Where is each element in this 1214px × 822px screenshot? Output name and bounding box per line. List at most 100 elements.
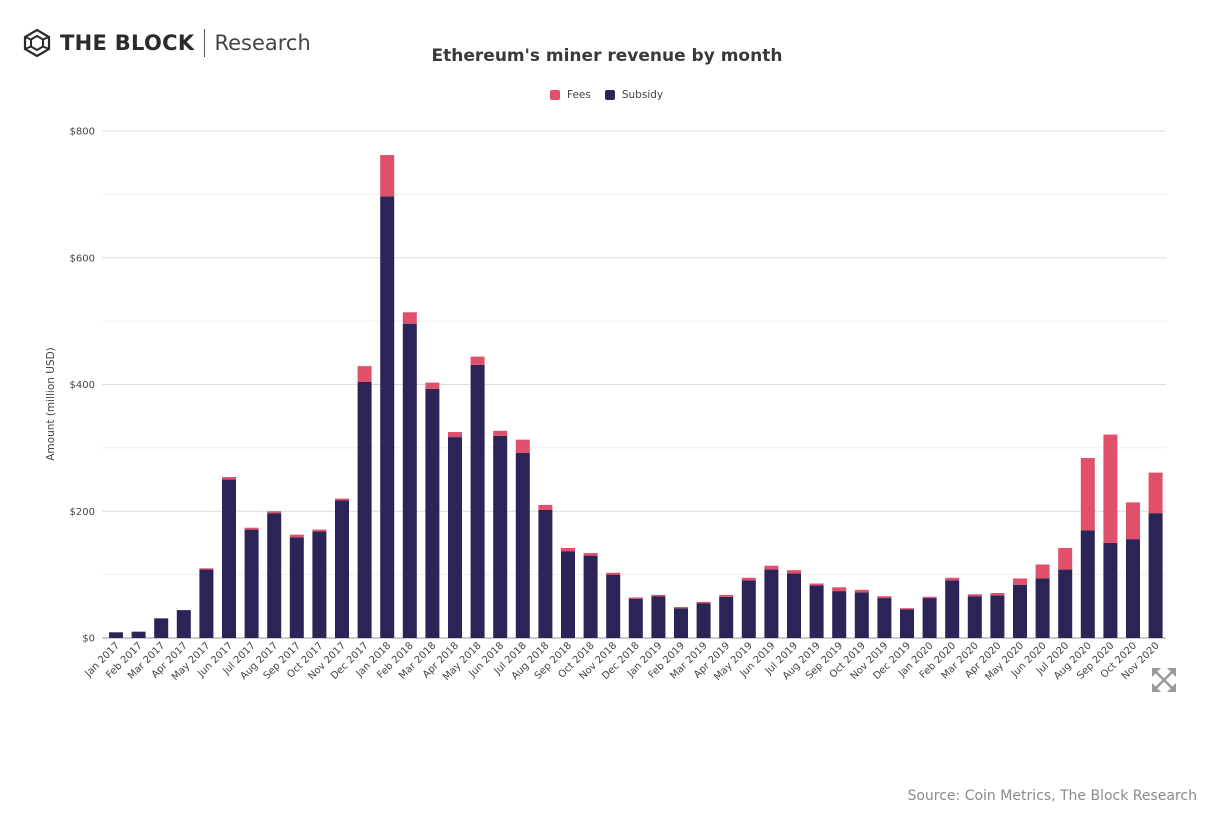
bar-fees <box>357 366 372 382</box>
bar-fees <box>1126 502 1140 540</box>
brand-logo: THE BLOCK Research <box>22 26 311 60</box>
bar-subsidy <box>1058 569 1073 638</box>
bar-fees <box>1080 458 1095 531</box>
bar-subsidy <box>832 591 847 638</box>
bar-fees <box>990 593 1005 596</box>
bar-fees <box>493 430 508 436</box>
legend-label-fees: Fees <box>567 89 591 101</box>
bar-subsidy <box>945 580 960 638</box>
bar-fees <box>809 583 824 586</box>
bar-subsidy <box>1080 530 1095 638</box>
bar-fees <box>1148 472 1163 514</box>
bar-fees <box>854 589 869 593</box>
bar-subsidy <box>1035 578 1050 638</box>
bar-subsidy <box>493 435 508 638</box>
bar-fees <box>470 356 485 365</box>
bar-subsidy <box>222 479 236 638</box>
bar-subsidy <box>448 437 462 638</box>
bar-subsidy <box>109 632 123 638</box>
legend-item-fees[interactable]: Fees <box>550 89 591 101</box>
bar-subsidy <box>312 531 327 638</box>
bar-subsidy <box>335 500 349 638</box>
bar-subsidy <box>674 608 688 638</box>
bar-fees <box>289 534 304 538</box>
bar-subsidy <box>131 631 146 638</box>
bar-subsidy <box>967 596 982 638</box>
bar-subsidy <box>854 592 869 638</box>
bar-fees <box>967 594 982 597</box>
bar-fees <box>561 548 575 552</box>
bar-fees <box>335 498 349 501</box>
bar-subsidy <box>561 551 575 638</box>
bar-subsidy <box>1126 539 1140 638</box>
bar-fees <box>312 529 327 532</box>
bar-subsidy <box>900 609 914 638</box>
bar-subsidy <box>764 569 779 638</box>
bar-fees <box>922 596 937 599</box>
bar-fees <box>945 577 960 581</box>
legend-swatch-fees <box>550 90 560 100</box>
bar-subsidy <box>176 610 191 638</box>
bar-subsidy <box>1103 542 1118 638</box>
bar-fees <box>900 608 914 610</box>
bar-subsidy <box>719 596 734 638</box>
logo-subtitle: Research <box>214 31 311 55</box>
bar-fees <box>402 312 417 324</box>
bar-fees <box>267 511 282 514</box>
bar-fees <box>674 606 688 609</box>
bar-fees <box>222 477 236 480</box>
bar-fees <box>1035 564 1050 579</box>
bar-subsidy <box>289 537 304 638</box>
source-note: Source: Coin Metrics, The Block Research <box>907 788 1197 804</box>
y-tick-label: $600 <box>70 253 95 264</box>
logo-separator <box>204 29 206 57</box>
bar-fees <box>606 572 621 575</box>
bar-fees <box>515 439 530 453</box>
bar-fees <box>1103 434 1118 543</box>
y-tick-label: $0 <box>82 634 95 645</box>
bar-subsidy <box>199 569 214 638</box>
bar-subsidy <box>922 598 937 638</box>
legend-swatch-subsidy <box>604 90 615 100</box>
y-tick-label: $400 <box>70 380 95 391</box>
bar-fees <box>448 432 462 438</box>
bar-fees <box>380 155 395 197</box>
cube-logo-icon <box>22 28 52 58</box>
chart-legend: Fees Subsidy <box>550 89 677 101</box>
bar-subsidy <box>425 388 440 638</box>
bar-fees <box>1013 578 1027 585</box>
bar-subsidy <box>1013 584 1027 638</box>
bar-fees <box>583 553 598 556</box>
bar-subsidy <box>741 580 756 638</box>
bar-subsidy <box>380 196 395 638</box>
bar-subsidy <box>244 529 259 638</box>
bar-subsidy <box>515 452 530 638</box>
bar-subsidy <box>538 509 553 638</box>
bar-fees <box>741 577 756 581</box>
chart-title: Ethereum's miner revenue by month <box>431 46 783 66</box>
expand-arrows-icon[interactable] <box>1150 666 1178 699</box>
bar-fees <box>832 587 847 592</box>
bar-fees <box>199 568 214 570</box>
logo-text: THE BLOCK <box>60 31 195 55</box>
bar-subsidy <box>402 323 417 638</box>
bar-fees <box>538 504 553 510</box>
bar-subsidy <box>696 603 711 638</box>
bar-subsidy <box>628 598 643 638</box>
bar-fees <box>425 382 440 389</box>
bar-fees <box>719 594 734 597</box>
bar-subsidy <box>1148 513 1163 638</box>
bar-subsidy <box>357 381 372 638</box>
y-axis-label: Amount (million USD) <box>45 347 57 461</box>
legend-label-subsidy: Subsidy <box>621 89 664 101</box>
bar-subsidy <box>990 595 1005 638</box>
bar-fees <box>787 570 801 574</box>
bar-subsidy <box>651 596 666 638</box>
bar-fees <box>628 597 643 599</box>
bars <box>109 155 1163 638</box>
bar-subsidy <box>787 573 801 638</box>
bar-fees <box>244 527 259 530</box>
legend-item-subsidy[interactable]: Subsidy <box>604 89 664 101</box>
y-tick-label: $800 <box>70 127 95 138</box>
